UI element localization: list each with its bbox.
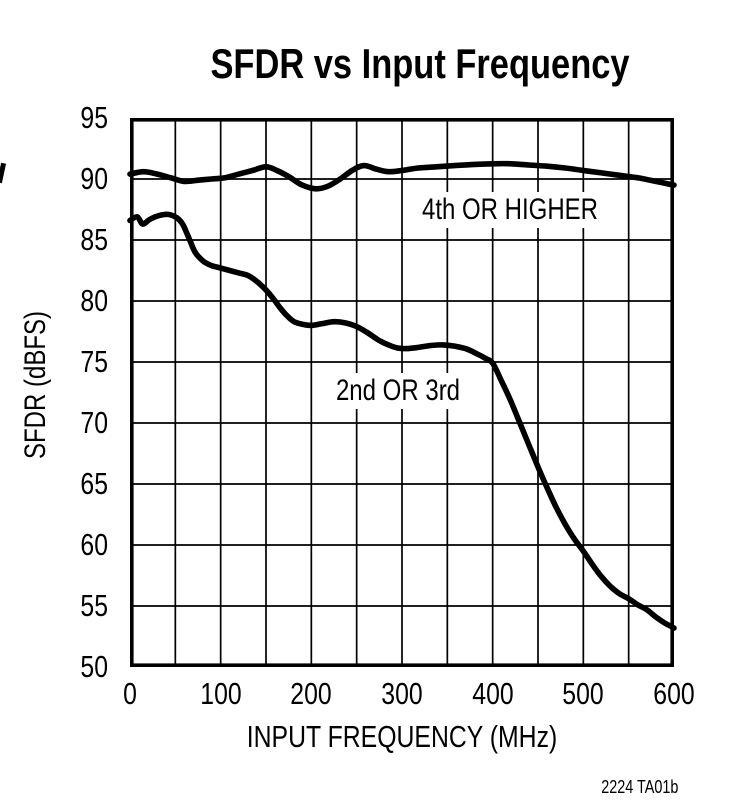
x-axis-title: INPUT FREQUENCY (MHz) (246, 719, 558, 754)
x-tick-label: 600 (653, 676, 695, 711)
x-tick-label: 300 (381, 676, 423, 711)
y-tick-label: 75 (80, 344, 108, 379)
y-tick-label: 60 (80, 527, 108, 562)
x-tick-label: 100 (199, 676, 242, 711)
series-curve (127, 211, 677, 631)
gridlines (130, 118, 674, 667)
edge-artifact (0, 162, 7, 184)
x-tick-label: 200 (290, 676, 333, 711)
part-number-label: 2224 TA01b (600, 777, 678, 797)
y-axis-title: SFDR (dBFS) (19, 310, 52, 460)
chart-title: SFDR vs Input Frequency (210, 40, 630, 87)
y-tick-label: 95 (80, 100, 108, 135)
y-tick-label: 55 (80, 588, 108, 623)
y-tick-label: 90 (80, 161, 108, 196)
series-label: 2nd OR 3rd (329, 373, 468, 410)
y-tick-label: 50 (80, 649, 108, 684)
y-tick-label: 80 (80, 283, 108, 318)
y-tick-label: 85 (80, 222, 108, 257)
y-tick-label: 70 (80, 405, 108, 440)
y-tick-label: 65 (80, 466, 108, 501)
series-label: 4th OR HIGHER (414, 192, 606, 229)
plot-border (129, 117, 675, 668)
chart-plot-svg (127, 117, 677, 668)
x-tick-label: 0 (123, 676, 137, 711)
x-tick-label: 400 (471, 676, 514, 711)
series-curve (127, 160, 677, 192)
x-tick-label: 500 (562, 676, 605, 711)
